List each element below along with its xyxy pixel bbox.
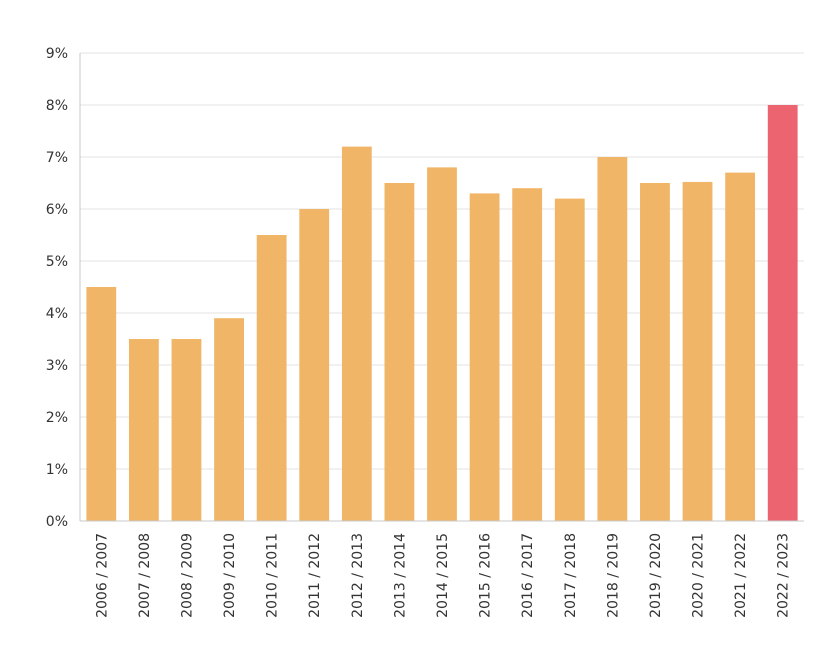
y-tick-label: 5%	[46, 254, 68, 270]
bar-2021-2022	[725, 172, 756, 521]
x-tick-label: 2007 / 2008	[137, 533, 153, 618]
bar-2007-2008	[128, 339, 159, 521]
x-tick-label: 2014 / 2015	[435, 533, 451, 618]
bar-2016-2017	[512, 188, 543, 521]
y-tick-label: 0%	[46, 514, 68, 530]
bar-2008-2009	[171, 339, 202, 521]
x-tick-label: 2017 / 2018	[563, 533, 579, 618]
x-tick-label: 2022 / 2023	[776, 533, 792, 618]
bars	[86, 105, 798, 521]
bar-2009-2010	[214, 318, 244, 521]
y-tick-label: 9%	[46, 46, 68, 62]
x-tick-label: 2021 / 2022	[733, 533, 749, 618]
axes	[79, 53, 804, 522]
bar-2017-2018	[554, 198, 585, 521]
x-tick-label: 2011 / 2012	[307, 533, 323, 618]
x-tick-label: 2008 / 2009	[179, 533, 195, 618]
bar-2018-2019	[597, 157, 628, 521]
x-tick-label: 2016 / 2017	[520, 533, 536, 618]
y-axis-ticks: 0% 1% 2% 3% 4% 5% 6% 7% 8% 9%	[46, 46, 68, 530]
bar-2020-2021	[682, 181, 713, 521]
bar-2014-2015	[427, 167, 457, 521]
y-tick-label: 8%	[46, 98, 68, 114]
bar-2015-2016	[469, 193, 500, 521]
x-tick-label: 2015 / 2016	[478, 533, 494, 618]
x-tick-label: 2018 / 2019	[605, 533, 621, 618]
x-tick-label: 2019 / 2020	[648, 533, 664, 618]
bar-2019-2020	[640, 183, 670, 521]
x-tick-label: 2009 / 2010	[222, 533, 238, 618]
x-tick-label: 2010 / 2011	[265, 533, 281, 618]
x-tick-label: 2006 / 2007	[94, 533, 110, 618]
bar-2022-2023	[767, 105, 798, 521]
bar-2010-2011	[256, 235, 287, 521]
x-tick-label: 2020 / 2021	[691, 533, 707, 618]
x-tick-label: 2012 / 2013	[350, 533, 366, 618]
y-tick-label: 3%	[46, 358, 68, 374]
bar-2013-2014	[384, 183, 415, 521]
bar-2011-2012	[299, 209, 330, 521]
x-axis-ticks: 2006 / 2007 2007 / 2008 2008 / 2009 2009 / …	[94, 533, 791, 618]
y-tick-label: 6%	[46, 202, 68, 218]
y-tick-label: 7%	[46, 150, 68, 166]
y-tick-label: 2%	[46, 410, 68, 426]
x-tick-label: 2013 / 2014	[392, 533, 408, 618]
bar-2012-2013	[341, 146, 372, 521]
y-tick-label: 4%	[46, 306, 68, 322]
bar-2006-2007	[86, 287, 117, 521]
y-tick-label: 1%	[46, 462, 68, 478]
